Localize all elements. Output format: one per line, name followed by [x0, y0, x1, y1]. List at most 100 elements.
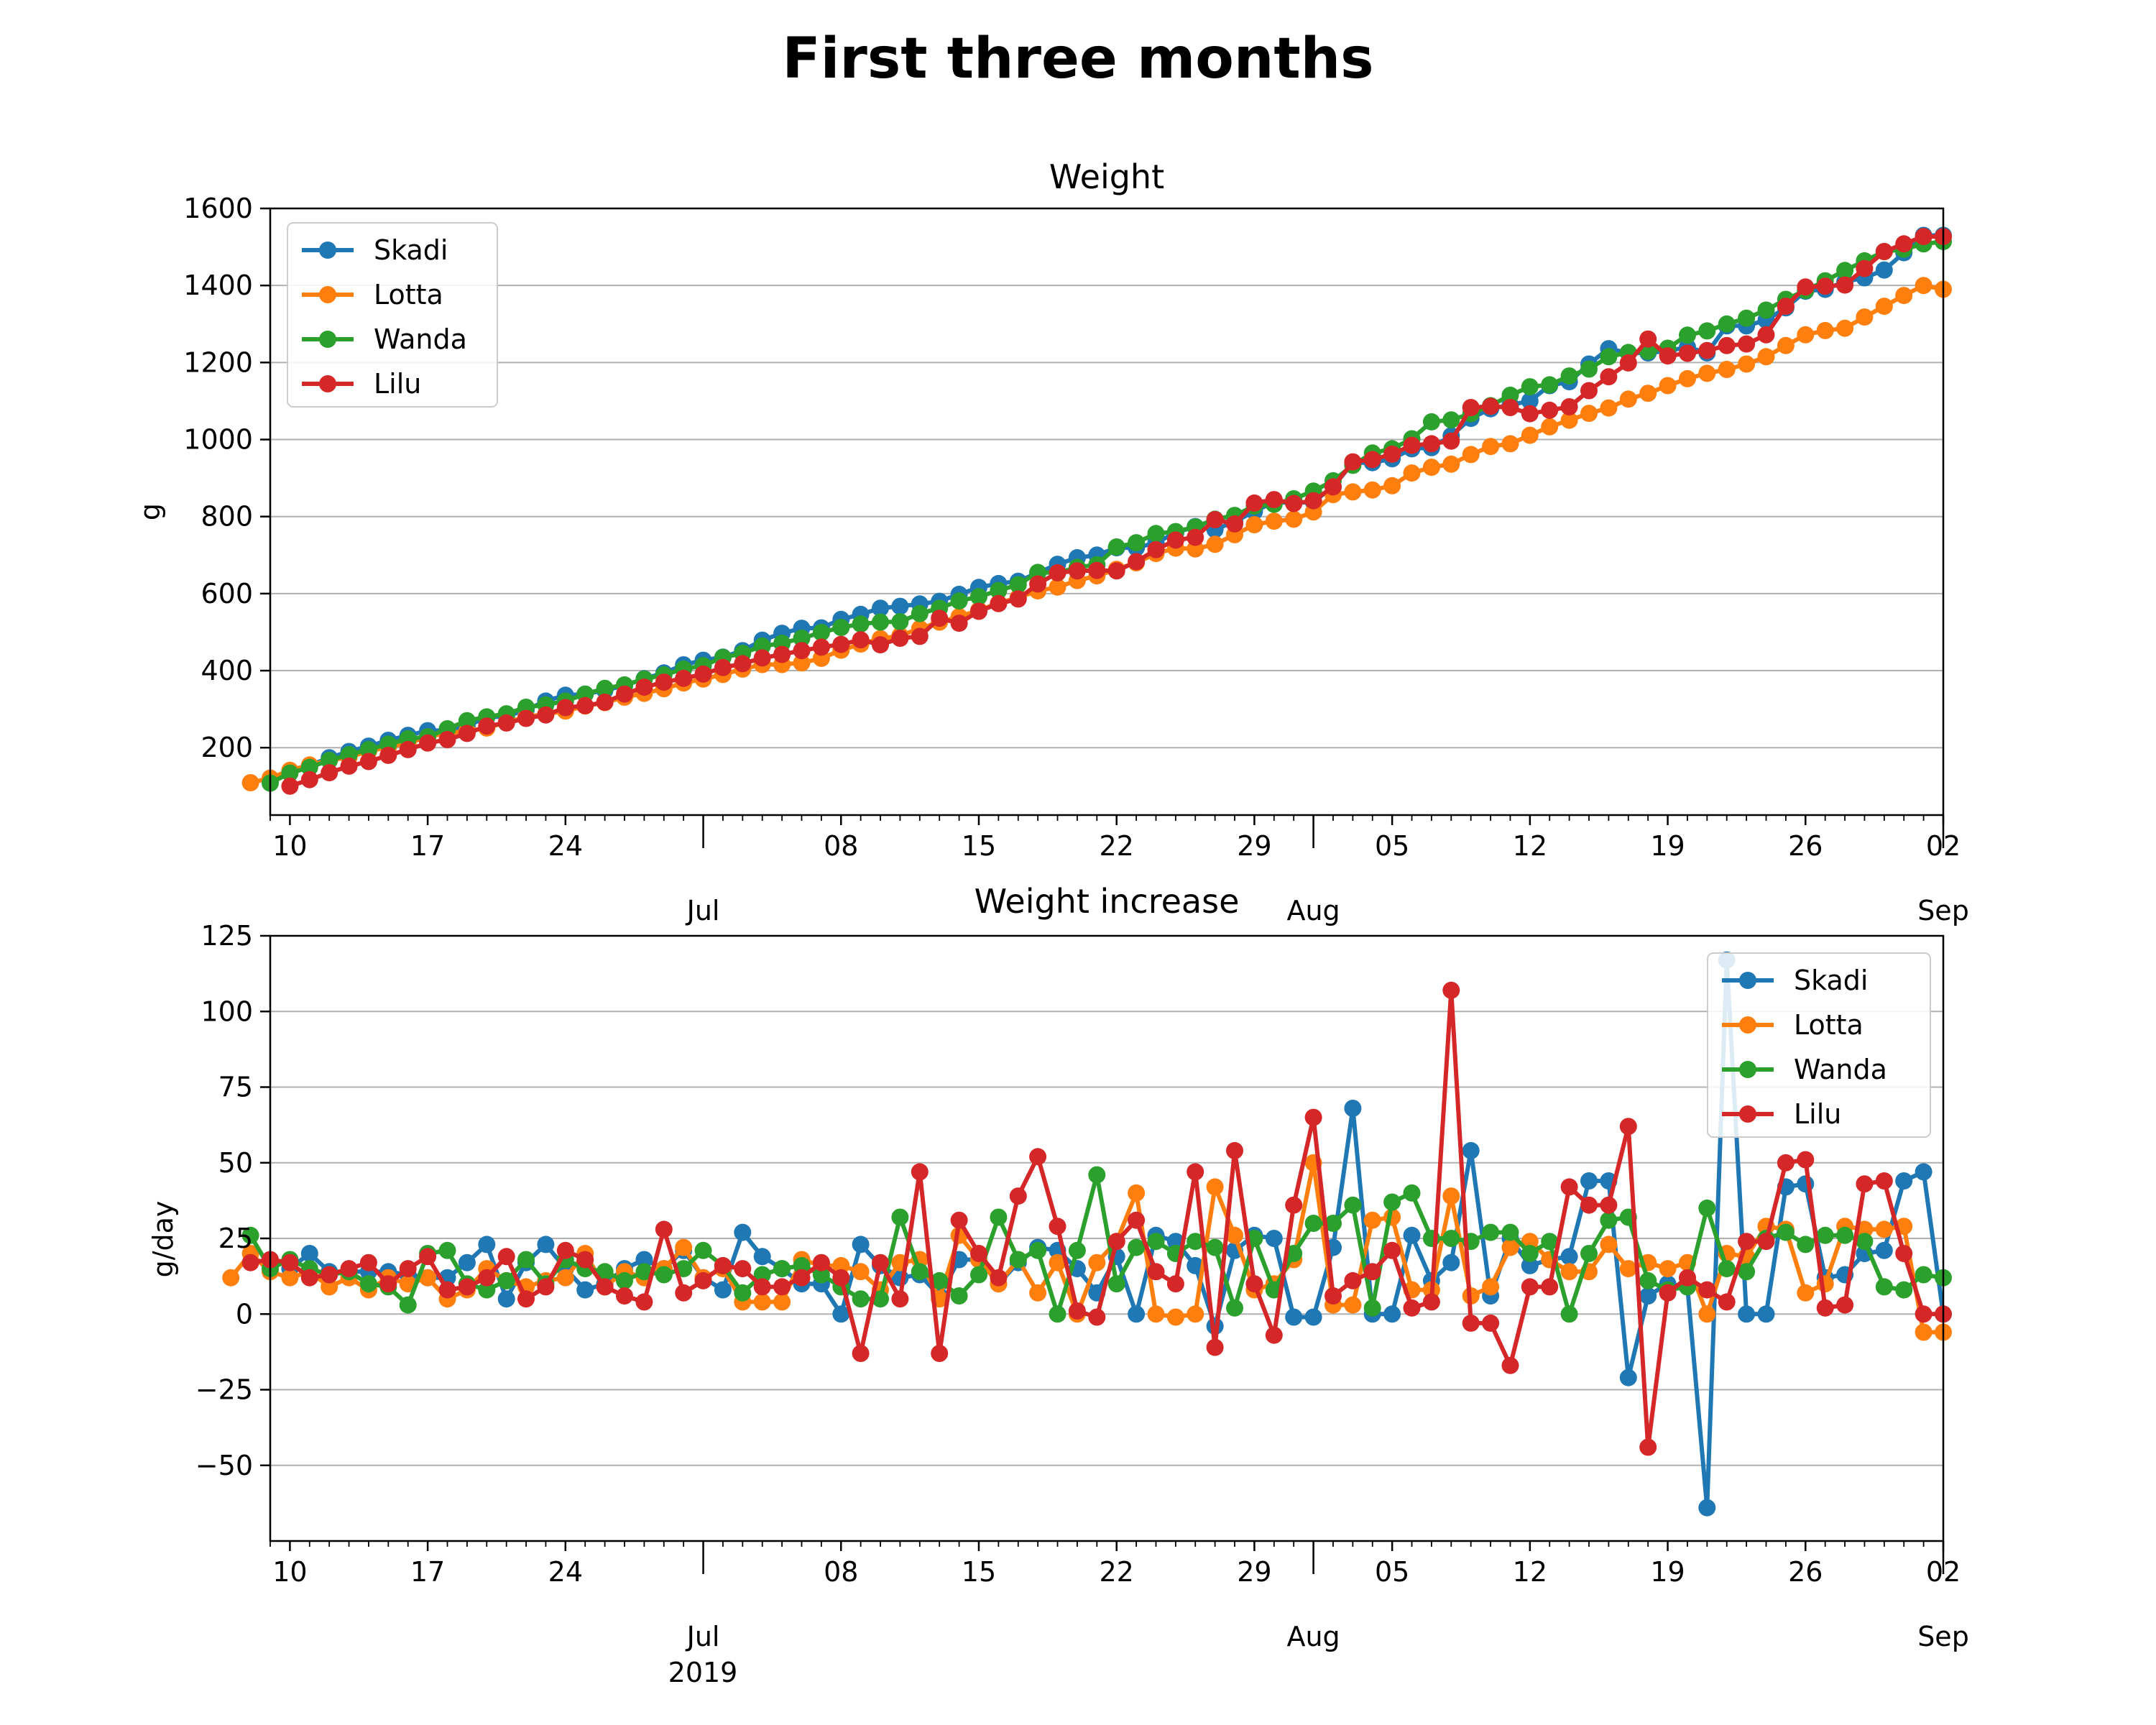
weight-increase-point-lilu [596, 1278, 614, 1296]
weight-increase-point-lilu [1482, 1314, 1500, 1332]
weight-series-line-skadi [269, 233, 1943, 783]
weight-increase-point-lotta [1600, 1236, 1618, 1254]
weight-point-lilu [556, 699, 574, 717]
weight-increase-point-lotta [1698, 1305, 1716, 1323]
weight-x-day-tick-label: 12 [1513, 830, 1547, 862]
weight-point-lilu [950, 615, 968, 632]
weight-increase-x-day-tick-label: 22 [1100, 1556, 1134, 1588]
weight-increase-point-lilu [675, 1284, 693, 1302]
weight-increase-point-lilu [1600, 1196, 1618, 1214]
weight-increase-point-lotta [419, 1269, 437, 1287]
weight-increase-point-lilu [419, 1248, 437, 1266]
weight-x-month-tick-label: Jul [686, 895, 720, 926]
weight-increase-point-lilu [1383, 1241, 1401, 1259]
weight-increase-point-lilu [1344, 1271, 1362, 1289]
weight-point-lilu [1600, 368, 1618, 386]
weight-increase-point-lilu [1639, 1438, 1657, 1456]
weight-point-lilu [1403, 436, 1421, 454]
weight-legend-label-skadi: Skadi [374, 234, 448, 266]
weight-point-lilu [1875, 243, 1893, 260]
weight-increase-point-wanda [1363, 1299, 1381, 1317]
weight-increase-point-lotta [1344, 1296, 1362, 1314]
weight-point-wanda [1501, 386, 1519, 404]
weight-increase-series-line-lilu [250, 988, 1943, 1450]
weight-increase-point-lotta [1166, 1308, 1184, 1326]
weight-increase-point-skadi [1639, 1287, 1657, 1305]
weight-increase-point-lilu [812, 1254, 830, 1271]
weight-point-wanda [1836, 262, 1854, 280]
weight-point-lilu [1521, 405, 1539, 423]
weight-point-lotta [1285, 510, 1303, 528]
weight-point-lotta [1757, 348, 1775, 366]
weight-increase-point-lilu [1580, 1196, 1598, 1214]
weight-point-lilu [1226, 515, 1243, 533]
weight-increase-legend: Skadi Lotta Wanda Lilu [1707, 952, 1931, 1138]
weight-increase-point-lilu [1560, 1178, 1578, 1196]
weight-point-lilu [1738, 335, 1756, 353]
weight-increase-point-skadi [1442, 1254, 1460, 1271]
weight-increase-point-lotta [1619, 1260, 1637, 1278]
weight-increase-point-lotta [1206, 1178, 1224, 1196]
weight-increase-point-wanda [1206, 1238, 1224, 1256]
weight-point-lilu [616, 685, 633, 703]
weight-point-lilu [1344, 453, 1362, 471]
weight-increase-y-tick-label: 75 [218, 1072, 253, 1103]
weight-increase-point-lotta [1501, 1238, 1519, 1256]
weight-point-lilu [832, 635, 850, 653]
weight-increase-series-line-lotta [229, 1160, 1943, 1335]
weight-increase-y-tick-label: 0 [236, 1298, 253, 1330]
weight-legend-marker-lilu [319, 375, 336, 392]
weight-point-wanda [1757, 301, 1775, 319]
weight-increase-point-wanda [931, 1271, 949, 1289]
weight-point-lilu [1128, 553, 1146, 571]
weight-increase-point-lilu [556, 1241, 574, 1259]
weight-point-lilu [281, 777, 299, 795]
weight-point-lotta [1383, 477, 1401, 494]
weight-increase-point-wanda [734, 1284, 752, 1302]
weight-point-lilu [1836, 276, 1854, 294]
weight-increase-point-skadi [497, 1290, 515, 1308]
weight-point-lotta [1049, 578, 1067, 596]
weight-increase-point-skadi [1462, 1141, 1480, 1159]
weight-increase-point-lilu [379, 1275, 397, 1293]
weight-increase-point-wanda [1147, 1233, 1165, 1251]
weight-increase-point-lilu [1107, 1233, 1125, 1251]
weight-point-lilu [1107, 562, 1125, 580]
weight-increase-point-wanda [990, 1208, 1008, 1226]
weight-point-lilu [458, 724, 476, 742]
weight-increase-point-wanda [635, 1263, 653, 1281]
weight-increase-point-wanda [616, 1271, 633, 1289]
weight-increase-y-tick-label: 25 [218, 1223, 253, 1254]
weight-increase-point-lilu [891, 1290, 909, 1308]
weight-increase-point-lilu [241, 1254, 259, 1271]
weight-point-wanda [970, 588, 987, 606]
weight-increase-point-wanda [1600, 1211, 1618, 1229]
weight-increase-point-skadi [576, 1281, 594, 1299]
weight-increase-point-wanda [655, 1266, 673, 1284]
weight-increase-ticks: −50 −25 0 25 50 75 100 125 10 17 24 08 15 22 29 05 12 19 2… [195, 920, 1969, 1652]
weight-legend-marker-lotta [319, 286, 336, 303]
weight-increase-point-lotta [675, 1238, 693, 1256]
weight-point-lotta [1619, 390, 1637, 408]
weight-point-lilu [1265, 491, 1283, 509]
weight-increase-point-wanda [773, 1260, 791, 1278]
weight-point-wanda [359, 740, 377, 758]
weight-increase-legend-label-wanda: Wanda [1794, 1054, 1887, 1085]
weight-increase-point-lilu [517, 1290, 535, 1308]
weight-point-lilu [1501, 399, 1519, 416]
weight-increase-point-wanda [399, 1296, 417, 1314]
weight-increase-point-lotta [1797, 1284, 1815, 1302]
weight-increase-x-day-tick-label: 17 [410, 1556, 445, 1588]
weight-increase-point-lotta [281, 1269, 299, 1287]
weight-gridlines [270, 208, 1943, 749]
weight-y-tick-label: 1000 [183, 424, 253, 456]
weight-point-lotta [1482, 438, 1500, 456]
weight-point-wanda [1128, 534, 1146, 552]
weight-point-lilu [379, 746, 397, 764]
weight-increase-point-lilu [852, 1345, 870, 1362]
weight-increase-point-lilu [714, 1256, 732, 1274]
weight-legend-box [287, 222, 498, 408]
weight-point-lilu [734, 655, 752, 673]
weight-increase-point-wanda [1856, 1233, 1874, 1251]
weight-increase-y-axis-label: g/day [147, 1201, 179, 1278]
